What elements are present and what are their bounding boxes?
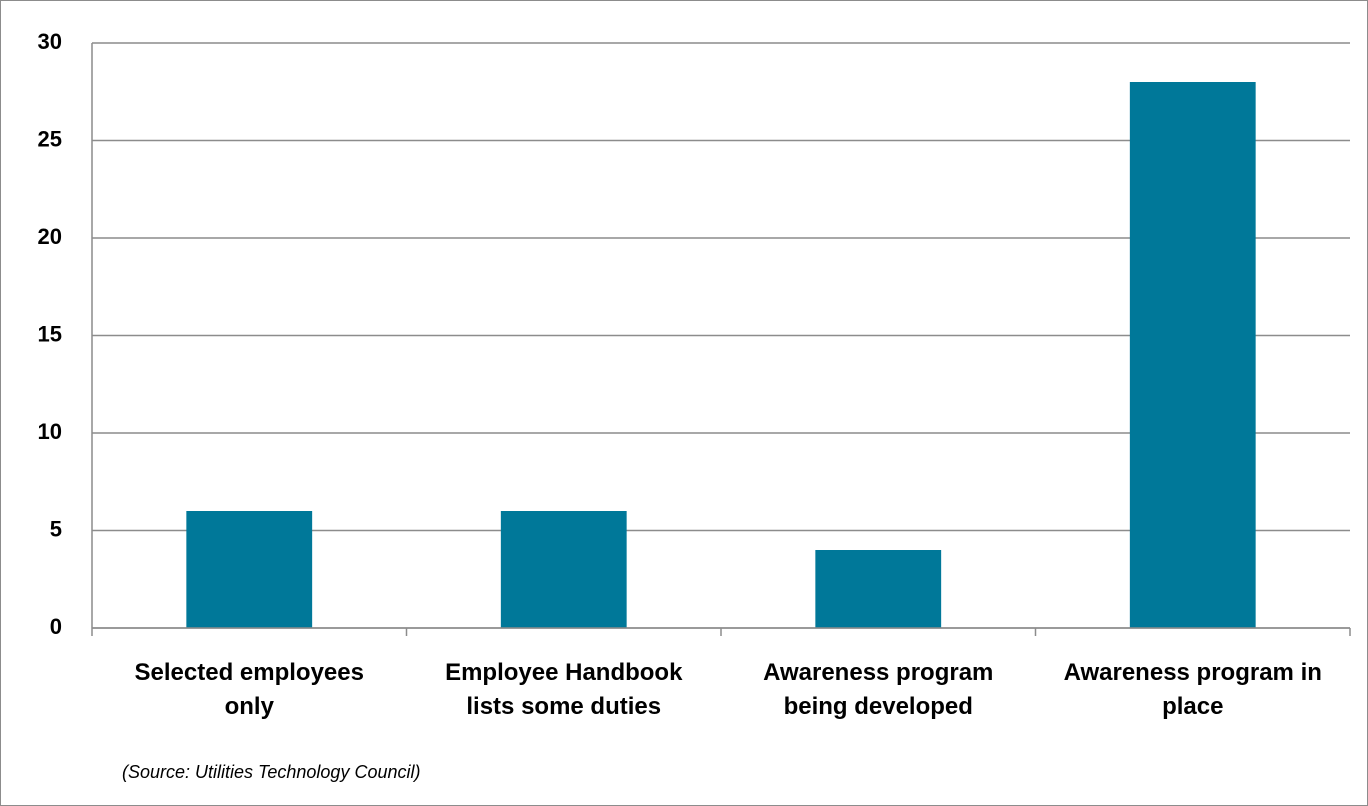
- x-tick-label: Employee Handbook lists some duties: [445, 659, 683, 720]
- y-tick-label: 10: [38, 419, 62, 444]
- source-note: (Source: Utilities Technology Council): [122, 762, 421, 782]
- x-tick-label: Selected employees only: [134, 659, 364, 720]
- y-tick-label: 30: [38, 29, 62, 54]
- bar: [186, 511, 313, 628]
- x-tick-label: Awareness program being developed: [763, 659, 994, 720]
- bar: [1129, 82, 1256, 628]
- bar: [815, 550, 942, 628]
- bar: [500, 511, 627, 628]
- y-tick-label: 15: [38, 321, 62, 346]
- y-tick-label: 5: [50, 516, 62, 541]
- y-tick-label: 20: [38, 224, 62, 249]
- y-tick-label: 0: [50, 614, 62, 639]
- y-tick-label: 25: [38, 126, 62, 151]
- x-tick-label: Awareness program in place: [1063, 659, 1322, 720]
